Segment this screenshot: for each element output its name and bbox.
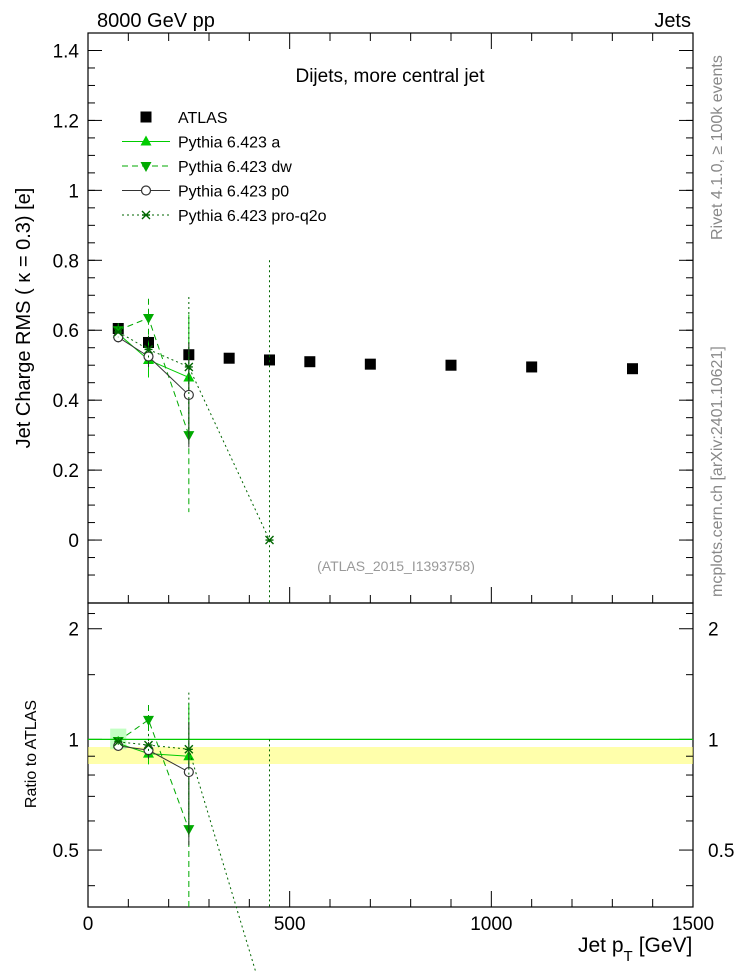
legend-label: Pythia 6.423 a [178,135,280,152]
series-line [118,317,190,436]
ratio-band [88,747,693,764]
ratio-series-line [118,741,257,972]
legend: ATLAS Pythia 6.423 a Pythia 6.423 dw Pythia… [122,110,327,225]
data-point [364,358,376,370]
main-ytick-label: 1.4 [53,41,80,62]
main-ytick-label: 0.2 [53,461,79,482]
main-panel: Dijets, more central jet (ATLAS_2015_I13… [13,32,694,604]
ratio-data-point [143,715,154,726]
header-right-label: Jets [654,10,691,32]
series-pythia-6-423-pro-q2o [113,260,274,603]
legend-label: Pythia 6.423 pro-q2o [178,208,327,225]
ratio-series-pythia-6-423-pro-q2o [113,692,270,972]
data-point [445,359,457,371]
ratio-ytick-label-right: 2 [708,620,719,641]
main-title: Dijets, more central jet [295,66,485,87]
data-point [265,535,274,545]
legend-label: Pythia 6.423 p0 [178,184,289,201]
legend-label: ATLAS [178,110,228,127]
data-point [184,362,194,372]
series-pythia-6-423-p0 [113,331,194,448]
data-point [183,389,194,401]
ratio-panel: Ratio to ATLAS 0.5 0.5 1 1 2 2 [23,602,734,972]
mcplots-label: mcplots.cern.ch [arXiv:2401.10621] [709,346,726,597]
xtick-label: 1500 [672,914,714,935]
x-axis-label-main: Jet p [578,934,624,957]
ratio-series-pythia-6-423-a [112,703,195,835]
ratio-ytick-label: 0.5 [53,841,79,862]
main-ytick-label: 0 [68,531,79,552]
legend-label: Pythia 6.423 dw [178,159,292,176]
watermark: (ATLAS_2015_I1393758) [317,558,475,574]
ratio-ytick-label-right: 1 [708,730,719,751]
ratio-data-point [113,737,123,747]
data-point [143,314,154,324]
ratio-series-line [117,719,190,830]
ratio-data-point [183,766,194,778]
xtick-label: 500 [274,914,306,935]
data-point [113,327,123,337]
x-axis-label-unit: [GeV] [639,934,693,957]
main-ytick-label: 0.6 [53,321,79,342]
x-axis-label-sub: T [624,948,633,965]
main-ytick-label: 1.2 [53,111,79,132]
data-point [526,361,538,373]
main-ylabel: Jet Charge RMS ( κ = 0.3) [e] [13,188,35,449]
x-axis-label: Jet pT [GeV] [578,934,692,965]
rivet-label: Rivet 4.1.0, ≥ 100k events [709,55,726,240]
legend-marker [141,210,151,220]
series-pythia-6-423-a [112,314,195,441]
data-point [144,344,153,354]
legend-marker [140,185,152,196]
legend-marker [140,111,152,123]
series-pythia-6-423-dw [112,298,195,513]
ratio-ytick-label: 2 [68,620,79,641]
data-point [264,354,275,366]
header-left-label: 8000 GeV pp [97,10,215,32]
main-ytick-label: 0.8 [53,251,79,272]
xtick-label: 0 [83,914,94,935]
main-ytick-label: 1 [68,181,79,202]
data-point [223,352,235,364]
data-point [304,356,316,368]
main-ytick-label: 0.4 [53,391,80,412]
ratio-ytick-label: 1 [68,730,79,751]
ratio-ytick-label-right: 0.5 [708,841,734,862]
legend-marker [140,162,152,172]
series-line [117,331,270,541]
ratio-data-point [144,740,153,750]
ratio-data-point [184,744,194,754]
ratio-ylabel: Ratio to ATLAS [23,700,40,808]
data-point [627,363,638,375]
xtick-label: 1000 [470,914,512,935]
legend-marker [140,135,152,146]
